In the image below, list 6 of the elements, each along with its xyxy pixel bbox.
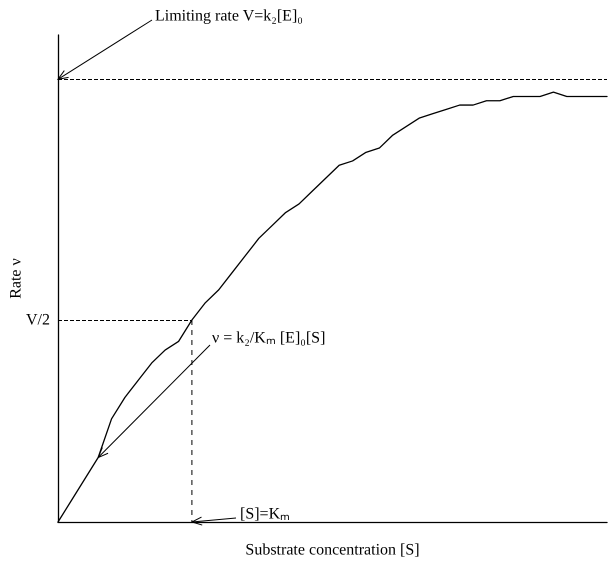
annotation: ν = k₂/Kₘ [E]₀[S] (212, 330, 326, 346)
x-axis-title: Substrate concentration [S] (245, 542, 420, 558)
text: Limiting rate V=k₂[E]₀ (155, 8, 303, 24)
y-axis-title: Rate ν (8, 258, 24, 299)
ref-line-label: V/2 (26, 311, 50, 328)
annotation: [S]=Kₘ (240, 506, 290, 522)
